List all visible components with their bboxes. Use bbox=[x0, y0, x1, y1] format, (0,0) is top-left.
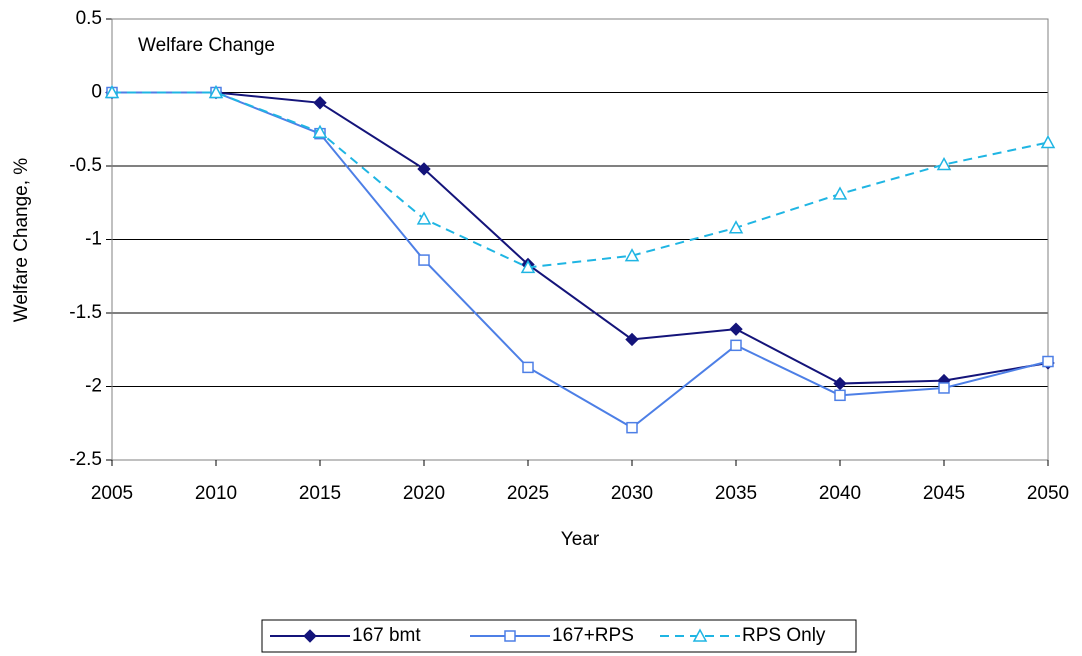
x-tick-label: 2040 bbox=[819, 483, 861, 504]
series-line bbox=[112, 91, 1049, 429]
series-line bbox=[112, 91, 1049, 385]
annotation: Welfare Change bbox=[138, 35, 275, 56]
data-point bbox=[936, 156, 952, 171]
data-point bbox=[1040, 134, 1056, 149]
data-point bbox=[730, 339, 742, 352]
data-point bbox=[208, 84, 224, 99]
data-point bbox=[834, 389, 846, 402]
series-line bbox=[112, 91, 1049, 269]
data-point bbox=[104, 84, 120, 99]
data-point bbox=[729, 322, 743, 336]
data-point bbox=[624, 248, 640, 262]
plot-frame bbox=[111, 18, 1049, 461]
y-tick-label: -2 bbox=[85, 376, 102, 397]
data-point bbox=[938, 382, 950, 394]
data-point bbox=[522, 361, 534, 374]
data-point bbox=[416, 211, 432, 225]
x-tick-label: 2015 bbox=[299, 483, 341, 504]
legend-box bbox=[261, 619, 857, 653]
legend-label: 167+RPS bbox=[552, 625, 634, 646]
data-point bbox=[625, 332, 639, 347]
legend-marker bbox=[504, 630, 516, 642]
y-tick-label: -0.5 bbox=[69, 155, 102, 176]
x-tick-label: 2045 bbox=[923, 483, 965, 504]
x-tick-label: 2025 bbox=[507, 483, 549, 504]
data-point bbox=[312, 124, 328, 138]
legend-marker bbox=[303, 629, 317, 643]
y-tick-label: -2.5 bbox=[69, 449, 102, 470]
data-point bbox=[520, 259, 536, 274]
data-point bbox=[832, 186, 848, 200]
x-tick-label: 2005 bbox=[91, 483, 133, 504]
x-tick-label: 2020 bbox=[403, 483, 445, 504]
data-point bbox=[418, 254, 430, 266]
y-tick-label: -1 bbox=[85, 229, 102, 250]
y-tick-label: 0 bbox=[91, 82, 102, 103]
data-point bbox=[1042, 355, 1054, 368]
y-tick-label: -1.5 bbox=[69, 302, 102, 323]
y-axis-label: Welfare Change, % bbox=[11, 158, 32, 323]
x-tick-label: 2030 bbox=[611, 483, 653, 504]
x-tick-label: 2010 bbox=[195, 483, 237, 504]
legend-label: 167 bmt bbox=[352, 625, 421, 646]
data-point bbox=[313, 96, 327, 110]
data-point bbox=[728, 220, 744, 234]
legend-marker bbox=[692, 628, 708, 642]
data-point bbox=[626, 421, 638, 434]
x-tick-label: 2035 bbox=[715, 483, 757, 504]
x-axis-label: Year bbox=[561, 529, 600, 550]
legend-label: RPS Only bbox=[742, 625, 826, 646]
x-tick-label: 2050 bbox=[1027, 483, 1069, 504]
data-point bbox=[833, 376, 847, 391]
data-point bbox=[417, 162, 431, 176]
y-tick-label: 0.5 bbox=[76, 8, 102, 29]
